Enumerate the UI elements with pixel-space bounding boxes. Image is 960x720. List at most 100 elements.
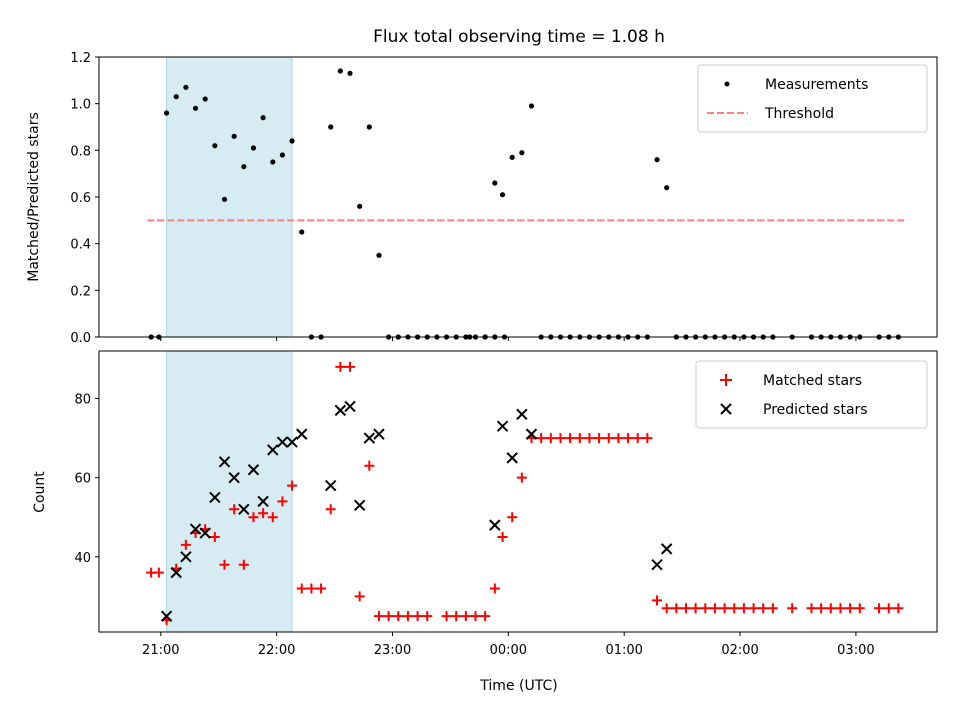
- predicted-star-point: [506, 452, 518, 464]
- predicted-star-point: [276, 436, 289, 448]
- predicted-star-point: [363, 432, 376, 444]
- measurement-point: [183, 84, 189, 90]
- predicted-star-point: [209, 491, 221, 504]
- top-y-axis-label: Matched/Predicted stars: [26, 112, 42, 282]
- x-tick-label: 01:00: [605, 643, 642, 658]
- matched-star-point: [267, 512, 278, 523]
- x-tick-label: 21:00: [142, 643, 179, 658]
- predicted-star-point: [344, 400, 356, 413]
- y-tick-label: 0.4: [70, 238, 91, 253]
- matched-star-point: [422, 611, 433, 622]
- measurement-point: [492, 180, 498, 186]
- y-tick-label: 0.8: [70, 144, 91, 159]
- bottom-highlight-span: [166, 350, 293, 633]
- y-tick-label: 1.2: [70, 51, 91, 66]
- matched-star-point: [652, 595, 663, 606]
- y-tick-label: 80: [74, 392, 91, 407]
- measurement-point: [270, 159, 276, 165]
- matched-star-point: [729, 603, 740, 614]
- legend-matched-label: Matched stars: [763, 373, 862, 389]
- predicted-star-point: [218, 456, 231, 468]
- matched-star-point: [574, 433, 585, 444]
- matched-star-point: [816, 603, 827, 614]
- measurement-point: [250, 145, 257, 151]
- matched-star-point: [507, 512, 518, 523]
- predicted-star-point: [353, 499, 366, 512]
- x-tick-label: 02:00: [721, 643, 758, 658]
- measurement-point: [528, 103, 535, 109]
- matched-star-point: [584, 433, 595, 444]
- matched-star-point: [402, 611, 413, 622]
- matched-star-point: [383, 611, 394, 622]
- predicted-star-point: [296, 428, 308, 440]
- y-tick-label: 40: [74, 551, 91, 566]
- y-tick-label: 60: [74, 472, 91, 487]
- measurement-point: [231, 133, 237, 139]
- matched-star-point: [287, 480, 298, 491]
- predicted-star-point: [660, 543, 673, 555]
- top-x-ticks: [160, 337, 857, 341]
- measurement-point: [163, 110, 170, 116]
- matched-star-point: [825, 603, 836, 614]
- predicted-legend-marker: [720, 403, 732, 415]
- top-panel: 0.0 0.2 0.4 0.6 0.8 1.0 1.2 Matched/Predicted …: [26, 51, 938, 346]
- measurement-point: [241, 164, 247, 170]
- matched-star-point: [316, 583, 327, 594]
- measurement-point: [366, 124, 372, 130]
- matched-star-point: [632, 433, 643, 444]
- matched-star-point: [373, 611, 384, 622]
- measurement-point: [509, 154, 515, 160]
- measurement-point: [328, 124, 334, 130]
- x-tick-label: 00:00: [490, 643, 527, 658]
- predicted-star-point: [516, 408, 528, 421]
- matched-star-point: [306, 583, 317, 594]
- bottom-y-axis-label: Count: [32, 471, 48, 513]
- matched-star-point: [893, 603, 904, 614]
- measurements-legend-marker: [724, 81, 730, 87]
- measurement-point: [664, 185, 670, 191]
- matched-star-point: [153, 567, 164, 578]
- matched-star-point: [345, 361, 356, 372]
- matched-star-point: [335, 361, 346, 372]
- matched-legend-marker: [720, 374, 732, 386]
- matched-star-point: [671, 603, 682, 614]
- bottom-x-ticks: 21:00 22:00 23:00 00:00 01:00 02:00 03:00: [142, 632, 875, 658]
- matched-star-point: [296, 583, 307, 594]
- measurement-point: [212, 143, 218, 149]
- matched-star-point: [354, 591, 365, 602]
- matched-star-point: [219, 559, 230, 570]
- predicted-star-point: [257, 495, 269, 508]
- y-tick-label: 0.6: [70, 191, 91, 206]
- measurement-point: [376, 252, 382, 258]
- matched-star-point: [719, 603, 730, 614]
- matched-star-point: [325, 504, 336, 515]
- predicted-star-point: [160, 610, 173, 622]
- matched-star-point: [460, 611, 471, 622]
- measurement-point: [654, 157, 660, 163]
- matched-star-point: [536, 433, 547, 444]
- matched-star-point: [661, 603, 672, 614]
- predicted-star-point: [267, 444, 279, 456]
- matched-star-point: [555, 433, 566, 444]
- matched-star-point: [883, 603, 894, 614]
- predicted-star-point: [189, 523, 202, 535]
- measurement-point: [260, 115, 266, 121]
- matched-star-point: [874, 603, 885, 614]
- matched-star-point: [758, 603, 769, 614]
- matched-star-point: [516, 472, 527, 483]
- matched-star-point: [248, 512, 259, 523]
- matched-star-point: [238, 559, 249, 570]
- y-tick-label: 0.2: [70, 284, 91, 299]
- top-legend-box: [697, 64, 928, 133]
- predicted-star-point: [373, 428, 385, 440]
- predicted-star-point: [525, 428, 538, 440]
- matched-star-point: [565, 433, 576, 444]
- x-tick-label: 03:00: [837, 643, 874, 658]
- matched-star-point: [700, 603, 711, 614]
- bottom-legend-box: [695, 360, 928, 429]
- matched-star-point: [787, 603, 798, 614]
- predicted-star-point: [286, 436, 298, 448]
- measurement-point: [289, 138, 295, 144]
- matched-star-point: [489, 583, 500, 594]
